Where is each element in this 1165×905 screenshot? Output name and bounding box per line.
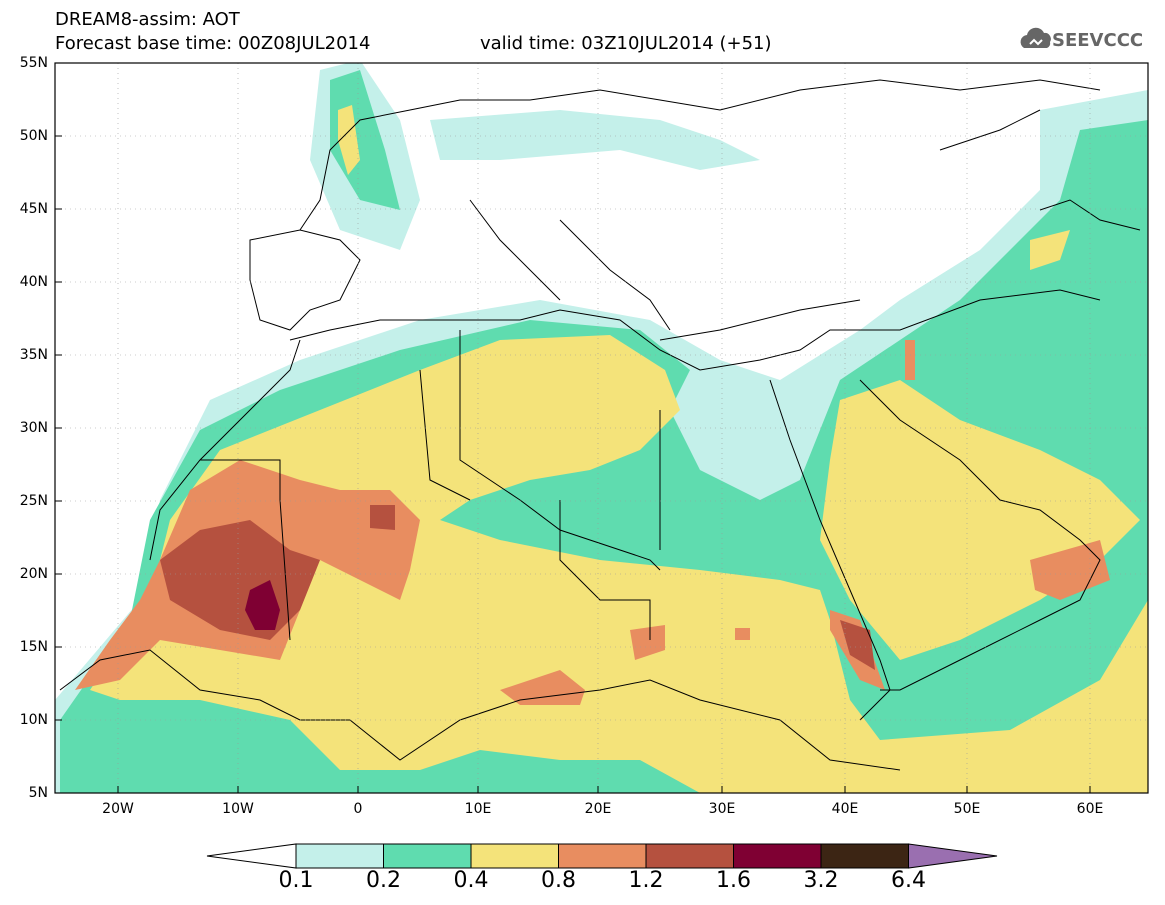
colorbar xyxy=(206,843,998,869)
colorbar-label: 6.4 xyxy=(891,868,926,893)
lat-label: 40N xyxy=(19,274,48,290)
lat-label: 45N xyxy=(19,201,48,217)
coastlines xyxy=(59,79,1141,771)
aot-fields xyxy=(55,63,1148,793)
lat-label: 5N xyxy=(28,785,48,801)
graticule xyxy=(55,63,1148,793)
lat-label: 20N xyxy=(19,566,48,582)
lon-label: 0 xyxy=(353,801,363,817)
lat-label: 30N xyxy=(19,420,48,436)
colorbar-bin xyxy=(470,843,559,869)
lon-label: 40E xyxy=(831,801,859,817)
valid-time: valid time: 03Z10JUL2014 (+51) xyxy=(480,33,772,54)
colorbar-label: 1.6 xyxy=(716,868,751,893)
lat-label: 15N xyxy=(19,639,48,655)
lon-label: 60E xyxy=(1076,801,1104,817)
colorbar-over-arrow xyxy=(908,843,998,869)
map-title: DREAM8-assim: AOT xyxy=(55,9,240,30)
lon-label: 20W xyxy=(102,801,134,817)
lon-label: 20E xyxy=(584,801,612,817)
colorbar-label: 0.4 xyxy=(453,868,489,893)
lat-label: 50N xyxy=(19,128,48,144)
tick-marks xyxy=(55,135,1091,793)
colorbar-label: 0.1 xyxy=(278,868,314,893)
colorbar-label: 1.2 xyxy=(628,868,664,893)
colorbar-bin xyxy=(645,843,734,869)
colorbar-label: 0.2 xyxy=(366,868,401,893)
lon-label: 30E xyxy=(708,801,736,817)
lat-label: 25N xyxy=(19,493,48,509)
lat-label: 10N xyxy=(19,712,48,728)
logo-text: SEEVCCC xyxy=(1052,30,1144,51)
base-time: Forecast base time: 00Z08JUL2014 xyxy=(55,33,371,54)
colorbar-bin xyxy=(295,843,384,869)
colorbar-bin xyxy=(820,843,909,869)
colorbar-label: 0.8 xyxy=(541,868,576,893)
lat-label: 55N xyxy=(19,55,48,71)
colorbar-bin xyxy=(558,843,647,869)
lon-label: 50E xyxy=(953,801,981,817)
colorbar-bin xyxy=(733,843,822,869)
colorbar-bin xyxy=(383,843,472,869)
cloud-icon xyxy=(1020,27,1051,48)
lat-label: 35N xyxy=(19,347,48,363)
lon-label: 10W xyxy=(222,801,254,817)
colorbar-label: 3.2 xyxy=(803,868,839,893)
lon-label: 10E xyxy=(464,801,492,817)
colorbar-under-arrow xyxy=(206,843,297,869)
